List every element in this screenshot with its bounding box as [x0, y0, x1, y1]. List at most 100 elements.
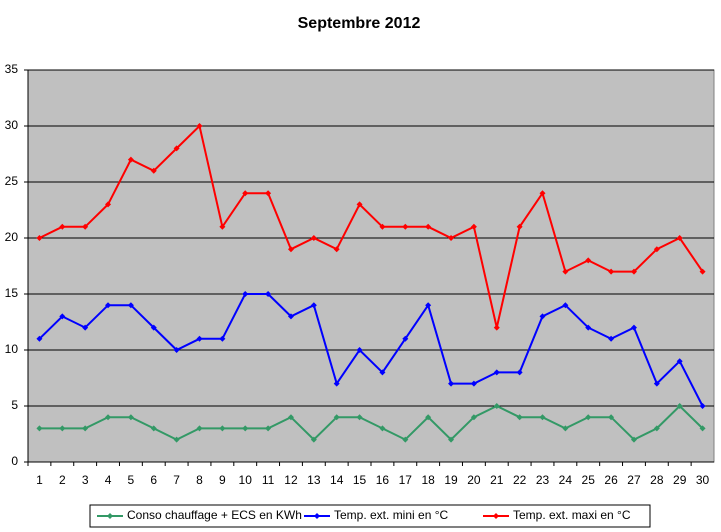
- point-marker: [105, 302, 112, 309]
- y-tick-label: 15: [5, 286, 19, 300]
- x-tick-label: 21: [490, 473, 504, 487]
- point-marker: [425, 414, 432, 421]
- point-marker: [585, 324, 592, 331]
- y-tick-label: 5: [11, 398, 18, 412]
- x-tick-label: 19: [444, 473, 458, 487]
- x-tick-label: 27: [627, 473, 641, 487]
- point-marker: [562, 268, 569, 275]
- series-line: [38, 293, 704, 407]
- plot-area: [27, 69, 715, 463]
- x-tick-label: 4: [105, 473, 112, 487]
- point-marker: [562, 302, 569, 309]
- point-marker: [36, 425, 43, 432]
- point-marker: [470, 414, 477, 421]
- x-tick-label: 16: [376, 473, 390, 487]
- point-marker: [219, 335, 226, 342]
- point-marker: [310, 235, 317, 241]
- point-marker: [150, 425, 157, 432]
- point-marker: [608, 268, 615, 275]
- point-marker: [448, 436, 455, 443]
- point-marker: [585, 414, 592, 421]
- legend-label: Temp. ext. mini en °C: [334, 508, 449, 522]
- y-tick-label: 25: [5, 174, 19, 188]
- point-marker: [242, 291, 249, 297]
- x-tick-label: 5: [128, 473, 135, 487]
- point-marker: [287, 414, 294, 421]
- point-marker: [653, 380, 660, 387]
- point-marker: [516, 414, 523, 421]
- point-marker: [356, 201, 363, 208]
- point-marker: [448, 235, 455, 241]
- point-marker: [105, 201, 112, 208]
- x-tick-label: 12: [284, 473, 298, 487]
- x-tick-label: 25: [582, 473, 596, 487]
- point-marker: [653, 425, 660, 432]
- x-tick-label: 13: [307, 473, 321, 487]
- legend-marker: [314, 513, 320, 519]
- point-marker: [402, 436, 409, 443]
- point-marker: [539, 190, 546, 197]
- y-tick-label: 30: [5, 118, 19, 132]
- point-marker: [310, 436, 317, 443]
- point-marker: [699, 268, 706, 275]
- point-marker: [630, 324, 637, 331]
- point-marker: [150, 324, 157, 331]
- point-marker: [59, 425, 66, 432]
- x-tick-label: 18: [421, 473, 435, 487]
- point-marker: [699, 403, 706, 409]
- point-marker: [127, 156, 134, 163]
- x-tick-label: 2: [59, 473, 66, 487]
- point-marker: [219, 223, 226, 230]
- point-marker: [265, 291, 272, 297]
- series-line: [39, 404, 704, 441]
- point-marker: [630, 268, 637, 275]
- x-tick-label: 20: [467, 473, 481, 487]
- point-marker: [127, 302, 134, 309]
- point-marker: [173, 347, 180, 353]
- point-marker: [493, 403, 500, 409]
- point-marker: [402, 223, 409, 230]
- series-line: [38, 124, 704, 328]
- x-tick-label: 24: [559, 473, 573, 487]
- point-marker: [676, 235, 683, 241]
- point-marker: [470, 223, 477, 230]
- x-tick-label: 28: [650, 473, 664, 487]
- x-tick-label: 7: [173, 473, 180, 487]
- point-marker: [242, 190, 249, 197]
- legend: [89, 504, 651, 528]
- point-marker: [287, 313, 294, 320]
- point-marker: [82, 223, 89, 230]
- point-marker: [310, 302, 317, 309]
- x-tick-label: 9: [219, 473, 226, 487]
- point-marker: [539, 414, 546, 421]
- point-marker: [356, 414, 363, 421]
- legend-marker: [493, 513, 499, 519]
- point-marker: [493, 369, 500, 376]
- point-marker: [630, 436, 637, 443]
- point-marker: [425, 223, 432, 230]
- point-marker: [470, 380, 477, 387]
- point-marker: [493, 324, 500, 331]
- x-tick-label: 26: [604, 473, 618, 487]
- point-marker: [287, 246, 294, 253]
- point-marker: [265, 190, 272, 197]
- point-marker: [425, 302, 432, 309]
- point-marker: [379, 425, 386, 432]
- x-tick-label: 10: [239, 473, 253, 487]
- y-tick-label: 10: [5, 342, 19, 356]
- point-marker: [562, 425, 569, 432]
- point-marker: [196, 335, 203, 342]
- x-tick-label: 15: [353, 473, 367, 487]
- y-tick-label: 20: [5, 230, 19, 244]
- point-marker: [219, 425, 226, 432]
- x-tick-label: 22: [513, 473, 527, 487]
- point-marker: [608, 414, 615, 421]
- point-marker: [516, 369, 523, 376]
- point-marker: [242, 425, 249, 432]
- point-marker: [82, 425, 89, 432]
- point-marker: [379, 223, 386, 230]
- point-marker: [402, 335, 409, 342]
- legend-label: Temp. ext. maxi en °C: [513, 508, 631, 522]
- point-marker: [173, 436, 180, 443]
- point-marker: [105, 414, 112, 421]
